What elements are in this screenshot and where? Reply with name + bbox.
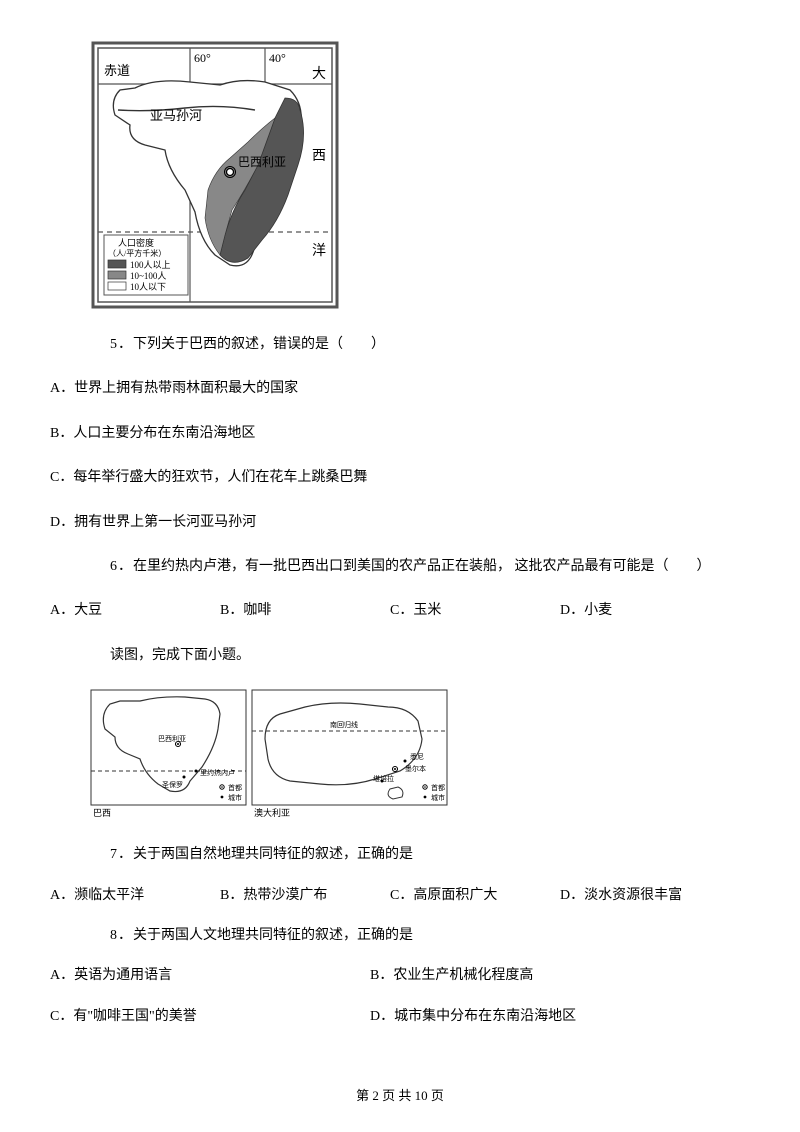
q8-opt-a: A．英语为通用语言 [50, 965, 370, 987]
brazil-map-svg: 60° 40° 赤道 亚马孙河 巴西利亚 大 西 洋 人口密度 （人/平方千米）… [90, 40, 340, 310]
map-label-river: 亚马孙河 [150, 108, 202, 123]
q7-opt-a: A．濒临太平洋 [50, 885, 220, 907]
dm-legend-cap-r: 首都 [431, 783, 445, 792]
dm-legend-city-r: 城市 [431, 793, 445, 802]
q5-text: 下列关于巴西的叙述，错误的是（ ） [133, 337, 385, 352]
q6-stem: 6．在里约热内卢港，有一批巴西出口到美国的农产品正在装船， 这批农产品最有可能是… [110, 556, 750, 578]
legend-hi: 100人以上 [130, 260, 171, 270]
q5-opt-a: A．世界上拥有热带雨林面积最大的国家 [50, 378, 750, 400]
dm-legend-city-l: 城市 [228, 793, 242, 802]
q8-opt-b: B．农业生产机械化程度高 [370, 965, 690, 987]
brazil-density-map: 60° 40° 赤道 亚马孙河 巴西利亚 大 西 洋 人口密度 （人/平方千米）… [90, 40, 750, 310]
q8-text: 关于两国人文地理共同特征的叙述，正确的是 [133, 928, 413, 943]
page-footer: 第 2 页 共 10 页 [0, 1085, 800, 1104]
map-label-capital: 巴西利亚 [238, 155, 286, 169]
dm-saopaulo: 圣保罗 [162, 780, 183, 789]
map-label-lon60: 60° [194, 51, 211, 65]
q6-opt-b: B．咖啡 [220, 600, 390, 622]
dm-brasilia: 巴西利亚 [158, 734, 186, 743]
map-label-ocean3: 洋 [312, 243, 326, 259]
dual-maps-svg: 巴西利亚 圣保罗 里约热内卢 首都 城市 巴西 南回归线 堪培拉 悉尼 墨尔本 … [90, 689, 450, 819]
dm-tropic: 南回归线 [330, 720, 358, 729]
dual-maps: 巴西利亚 圣保罗 里约热内卢 首都 城市 巴西 南回归线 堪培拉 悉尼 墨尔本 … [90, 689, 750, 824]
q7-text: 关于两国自然地理共同特征的叙述，正确的是 [133, 847, 413, 862]
q7-opt-d: D．淡水资源很丰富 [560, 885, 730, 907]
q6-text: 在里约热内卢港，有一批巴西出口到美国的农产品正在装船， 这批农产品最有可能是（ … [133, 559, 711, 574]
q5-opt-d: D．拥有世界上第一长河亚马孙河 [50, 512, 750, 534]
dm-melbourne: 墨尔本 [405, 764, 426, 773]
q7-opt-c: C．高原面积广大 [390, 885, 560, 907]
map-label-equator: 赤道 [104, 63, 130, 78]
q8-opt-c: C．有"咖啡王国"的美誉 [50, 1006, 370, 1028]
q8-opt-d: D．城市集中分布在东南沿海地区 [370, 1006, 690, 1028]
q6-options-row: A．大豆 B．咖啡 C．玉米 D．小麦 [50, 600, 750, 622]
q7-number: 7． [110, 847, 133, 862]
q8-stem: 8．关于两国人文地理共同特征的叙述，正确的是 [110, 925, 750, 947]
q6-opt-c: C．玉米 [390, 600, 560, 622]
dm-sydney: 悉尼 [410, 752, 424, 761]
q5-opt-b: B．人口主要分布在东南沿海地区 [50, 423, 750, 445]
q6-opt-d: D．小麦 [560, 600, 730, 622]
q5-stem: 5．下列关于巴西的叙述，错误的是（ ） [110, 334, 750, 356]
q6-opt-a: A．大豆 [50, 600, 220, 622]
dm-caption-left: 巴西 [93, 808, 111, 818]
dm-legend-cap-l: 首都 [228, 783, 242, 792]
legend-title: 人口密度 [118, 237, 154, 248]
legend-unit: （人/平方千米） [108, 248, 166, 258]
map-label-ocean2: 西 [312, 149, 326, 164]
legend-mid: 10~100人 [130, 271, 166, 281]
map-label-ocean1: 大 [312, 66, 326, 82]
map-label-lon40: 40° [269, 51, 286, 65]
q7-opt-b: B．热带沙漠广布 [220, 885, 390, 907]
q5-number: 5． [110, 337, 133, 352]
dm-caption-right: 澳大利亚 [254, 807, 290, 818]
q8-options-row1: A．英语为通用语言 B．农业生产机械化程度高 [50, 965, 750, 987]
q5-opt-c: C．每年举行盛大的狂欢节，人们在花车上跳桑巴舞 [50, 467, 750, 489]
q7-stem: 7．关于两国自然地理共同特征的叙述，正确的是 [110, 844, 750, 866]
legend-lo: 10人以下 [130, 282, 166, 292]
q8-options-row2: C．有"咖啡王国"的美誉 D．城市集中分布在东南沿海地区 [50, 1006, 750, 1028]
dm-rio: 里约热内卢 [200, 768, 235, 777]
dm-canberra: 堪培拉 [373, 774, 394, 783]
q8-number: 8． [110, 928, 133, 943]
q6-number: 6． [110, 559, 133, 574]
q7-options-row: A．濒临太平洋 B．热带沙漠广布 C．高原面积广大 D．淡水资源很丰富 [50, 885, 750, 907]
intertext: 读图，完成下面小题。 [110, 645, 750, 667]
